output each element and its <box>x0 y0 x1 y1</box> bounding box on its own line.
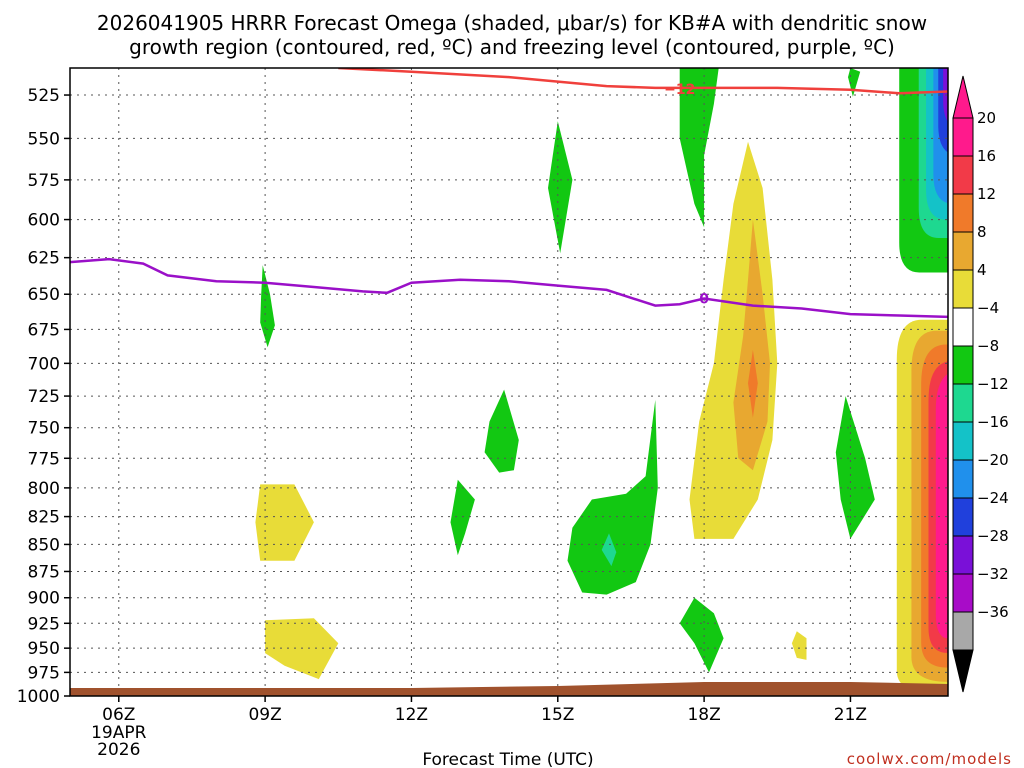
colorbar-label-3: 8 <box>977 223 987 241</box>
colorbar-swatch-7 <box>952 383 974 423</box>
chart-title-line2: growth region (contoured, red, ºC) and f… <box>129 35 895 59</box>
y-tick-label-8: 725 <box>28 387 60 407</box>
colorbar-swatch-12 <box>952 573 974 613</box>
colorbar-swatch-4 <box>952 269 974 309</box>
omega-region-0 <box>260 265 275 348</box>
colorbar-label-5: −4 <box>977 299 999 317</box>
colorbar-label-8: −16 <box>977 413 1009 431</box>
y-tick-label-19: 1000 <box>17 687 60 707</box>
x-tick-label-4: 18Z <box>687 705 720 725</box>
omega-region-4 <box>567 399 658 595</box>
y-tick-label-3: 600 <box>28 211 60 231</box>
colorbar-swatch-13 <box>952 611 974 651</box>
contour-label-freezing-level: 0 <box>699 292 709 308</box>
x-tick-label-3: 15Z <box>541 705 574 725</box>
omega-region-8 <box>835 396 875 539</box>
colorbar-swatch-9 <box>952 459 974 499</box>
y-tick-label-10: 775 <box>28 449 60 469</box>
grid-lines <box>70 68 948 697</box>
y-tick-label-0: 525 <box>28 86 60 106</box>
contour-label-snow-growth: −12 <box>664 82 695 98</box>
colorbar: 20 16 12 8 4 −4 −8 −12 −16 −20 −24 −28 −32 −36 <box>952 75 1009 693</box>
y-tick-label-16: 925 <box>28 614 60 634</box>
chart-title-line1: 2026041905 HRRR Forecast Omega (shaded, … <box>97 11 927 35</box>
colorbar-swatch-0 <box>952 117 974 157</box>
colorbar-label-7: −12 <box>977 375 1009 393</box>
contour-line-1 <box>70 257 948 319</box>
y-tick-label-13: 850 <box>28 535 60 555</box>
colorbar-label-4: 4 <box>977 261 987 279</box>
omega-region-11 <box>733 219 770 471</box>
omega-shading <box>255 68 948 696</box>
omega-region-1 <box>548 121 573 254</box>
y-tick-label-9: 750 <box>28 419 60 439</box>
x-axis-label: Forecast Time (UTC) <box>422 750 593 768</box>
colorbar-swatch-10 <box>952 497 974 537</box>
y-tick-label-11: 800 <box>28 479 60 499</box>
colorbar-swatch-5 <box>952 307 974 347</box>
x-tick-label-0: 06Z <box>102 705 135 725</box>
y-tick-label-18: 975 <box>28 663 60 683</box>
y-tick-label-17: 950 <box>28 639 60 659</box>
colorbar-label-9: −20 <box>977 451 1009 469</box>
omega-region-5 <box>601 533 617 567</box>
y-tick-label-12: 825 <box>28 508 60 528</box>
x-date-label-1: 2026 <box>97 740 140 760</box>
omega-region-15 <box>791 631 807 660</box>
colorbar-label-13: −36 <box>977 603 1009 621</box>
colorbar-swatch-2 <box>952 193 974 233</box>
y-tick-label-6: 675 <box>28 320 60 340</box>
colorbar-swatch-6 <box>952 345 974 385</box>
omega-region-12 <box>748 349 758 418</box>
colorbar-label-0: 20 <box>977 109 996 127</box>
plot-frame <box>69 67 949 697</box>
edge-ascent-band-5 <box>943 68 948 130</box>
colorbar-swatch-1 <box>952 155 974 195</box>
omega-region-3 <box>450 479 475 556</box>
plot-area: −12 0 525 550 575 600 625 650 675 700 725 750 775 800… <box>17 67 1009 760</box>
x-date-label-0: 19APR <box>91 723 147 743</box>
colorbar-swatch-8 <box>952 421 974 461</box>
y-tick-label-15: 900 <box>28 589 60 609</box>
colorbar-label-11: −28 <box>977 527 1009 545</box>
omega-region-2 <box>484 389 519 473</box>
colorbar-label-6: −8 <box>977 337 999 355</box>
terrain-surface <box>70 682 948 696</box>
y-tick-label-2: 575 <box>28 171 60 191</box>
x-tick-label-1: 09Z <box>248 705 281 725</box>
colorbar-label-10: −24 <box>977 489 1009 507</box>
x-tick-label-5: 21Z <box>834 705 867 725</box>
colorbar-swatch-11 <box>952 535 974 575</box>
x-tick-label-2: 12Z <box>395 705 428 725</box>
colorbar-label-1: 16 <box>977 147 996 165</box>
omega-region-9 <box>848 68 861 97</box>
omega-region-7 <box>679 597 724 673</box>
y-tick-label-1: 550 <box>28 129 60 149</box>
y-tick-label-4: 625 <box>28 249 60 269</box>
y-tick-label-7: 700 <box>28 354 60 374</box>
omega-region-6 <box>679 68 719 228</box>
y-tick-label-14: 875 <box>28 562 60 582</box>
footer-credit: coolwx.com/models <box>847 750 1012 768</box>
colorbar-label-12: −32 <box>977 565 1009 583</box>
colorbar-swatch-3 <box>952 231 974 271</box>
colorbar-arrow-top <box>952 75 974 119</box>
omega-region-13 <box>255 484 314 561</box>
contour-line-0 <box>338 68 948 95</box>
colorbar-label-2: 12 <box>977 185 996 203</box>
colorbar-arrow-bottom <box>952 649 974 693</box>
y-tick-label-5: 650 <box>28 285 60 305</box>
